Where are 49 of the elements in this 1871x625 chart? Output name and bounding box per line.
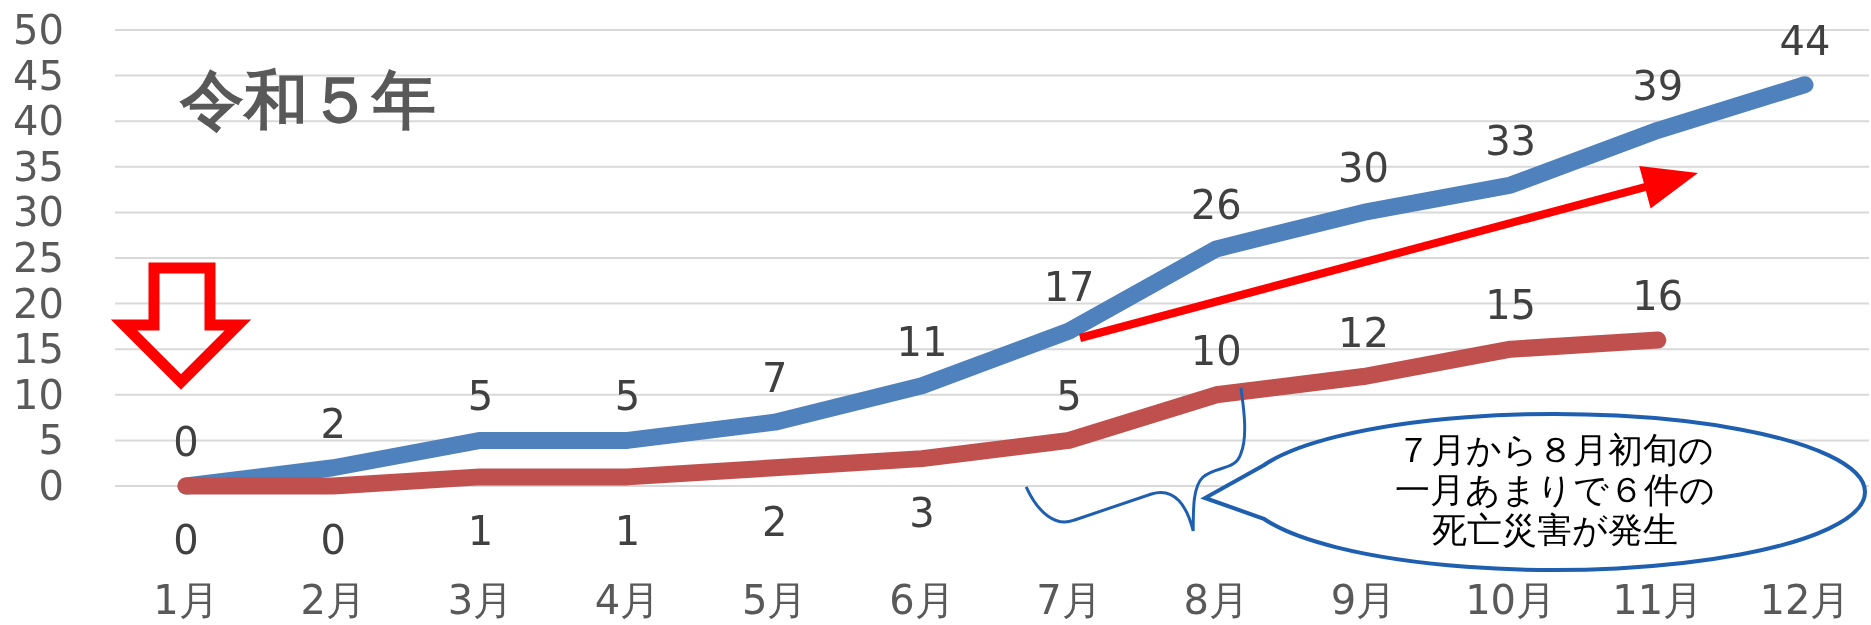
data-label: 1 [467,507,494,554]
data-label: 26 [1190,181,1242,228]
x-tick-label: 6月 [889,577,955,623]
x-tick-label: 12月 [1759,577,1851,623]
y-tick-label: 35 [13,143,64,190]
y-tick-label: 50 [13,7,64,53]
data-label: 16 [1632,273,1684,320]
text: 令和５年 [179,63,436,137]
y-tick-label: 10 [13,371,64,418]
data-label: 5 [1056,373,1082,420]
data-label: 5 [467,373,494,420]
y-tick-label: 15 [13,326,64,373]
y-tick-label: 40 [13,98,64,145]
y-tick-label: 30 [13,189,64,236]
data-label: 0 [173,517,199,563]
x-tick-label: 7月 [1036,577,1102,623]
data-label: 33 [1485,118,1537,165]
data-label: 10 [1190,327,1242,374]
x-tick-label: 2月 [300,577,366,623]
data-label: 44 [1779,17,1831,64]
data-label: 17 [1043,263,1095,310]
y-tick-label: 0 [38,463,64,509]
y-tick-label: 20 [13,280,64,327]
x-tick-label: 10月 [1465,577,1557,623]
x-tick-label: 4月 [594,577,661,623]
data-label: 1 [614,507,641,554]
data-label: 2 [762,498,788,545]
x-tick-label: 1月 [153,577,219,623]
x-tick-label: 8月 [1183,577,1249,623]
x-tick-label: 9月 [1330,577,1397,623]
data-label: 5 [614,373,641,420]
data-label: 12 [1338,309,1389,356]
data-label: 3 [909,489,935,536]
y-tick-label: 5 [38,417,64,464]
y-tick-label: 25 [13,235,64,281]
data-label: 0 [320,517,346,563]
data-label: 30 [1338,145,1389,192]
callout: ７月から８月初旬の一月あまりで６件の死亡災害が発生 [1203,412,1867,572]
x-tick-label: 11月 [1612,577,1704,623]
x-tick-label: 5月 [742,577,808,623]
data-label: 39 [1632,63,1684,110]
y-tick-label: 45 [13,52,64,99]
data-label: 15 [1485,282,1537,329]
annotation: ７月から８月初旬の一月あまりで６件の死亡災害が発生 [1395,430,1715,550]
data-label: 2 [320,400,346,447]
x-tick-label: 3月 [447,577,514,623]
data-label: 7 [762,355,788,402]
data-label: 0 [173,419,199,465]
data-label: 11 [896,318,948,365]
